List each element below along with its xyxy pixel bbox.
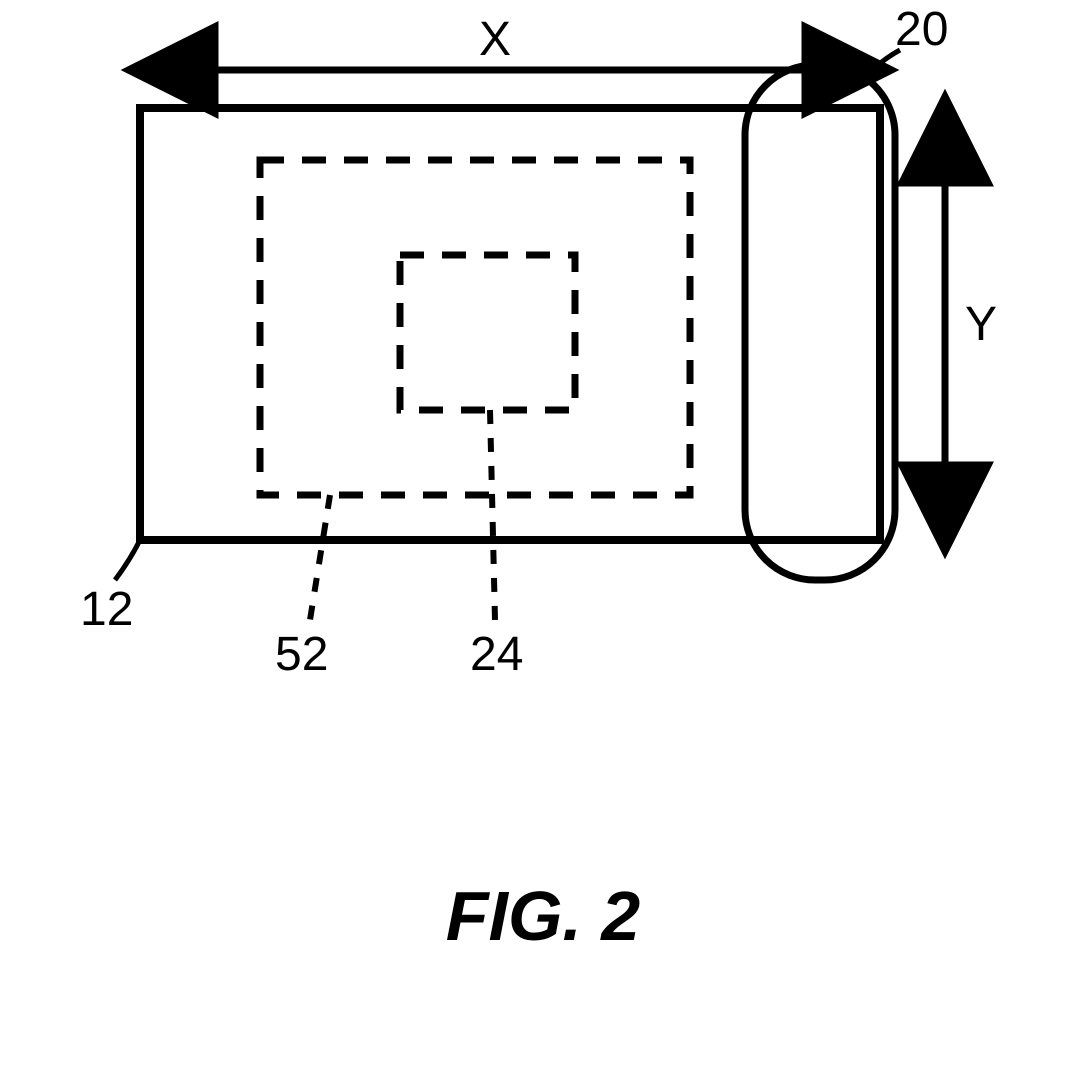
ref-20: 20 bbox=[895, 3, 948, 56]
inner-rect-large bbox=[260, 160, 690, 495]
leader-24 bbox=[490, 410, 495, 620]
leader-12 bbox=[115, 540, 140, 580]
antenna-lobe bbox=[745, 65, 895, 580]
main-rect bbox=[140, 108, 880, 540]
ref-52: 52 bbox=[275, 628, 328, 681]
inner-rect-small bbox=[400, 255, 575, 410]
dim-y-label: Y bbox=[965, 298, 997, 351]
ref-12: 12 bbox=[80, 583, 133, 636]
figure-title: FIG. 2 bbox=[446, 877, 641, 955]
figure-svg: X Y 12 20 52 24 FIG. 2 bbox=[0, 0, 1087, 1088]
ref-24: 24 bbox=[470, 628, 523, 681]
leader-52 bbox=[310, 495, 330, 620]
dim-x-label: X bbox=[479, 13, 511, 66]
